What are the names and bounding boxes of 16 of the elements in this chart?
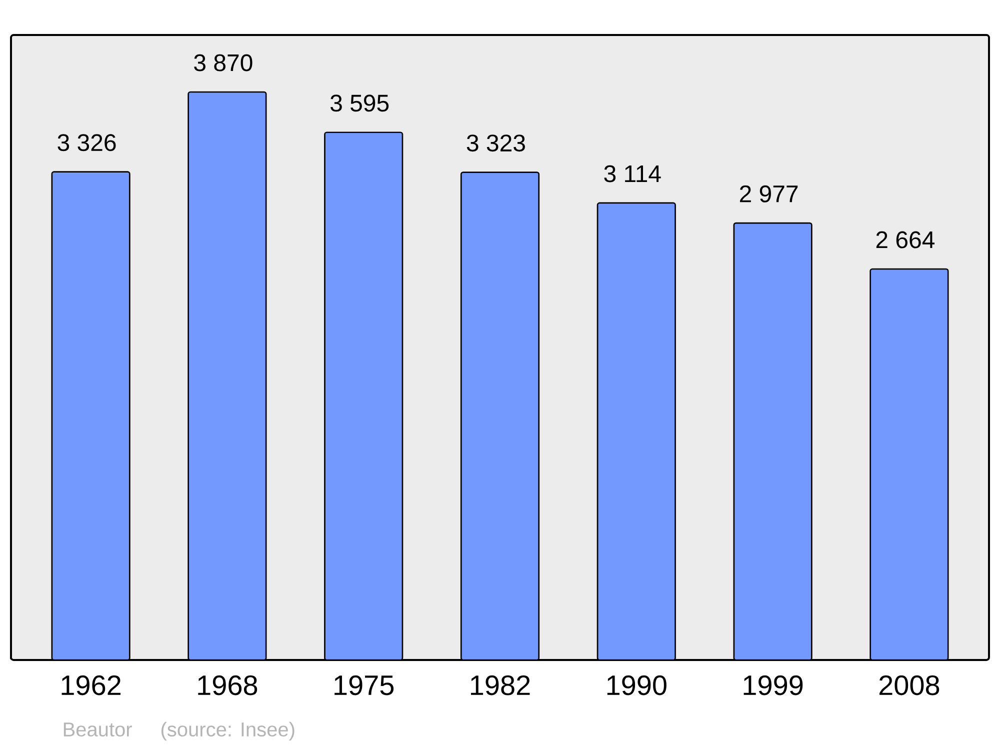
x-tick-label: 1975: [334, 675, 394, 696]
data-label: 3 595: [330, 94, 389, 112]
x-tick-label: 2008: [879, 675, 940, 696]
data-label: 3 114: [604, 165, 661, 182]
x-tick-label: 1990: [607, 675, 666, 696]
data-label: 2 977: [740, 185, 798, 202]
data-label: 3 326: [58, 134, 116, 152]
x-tick-label: 1982: [470, 675, 530, 696]
text: (source: Insee): [162, 722, 294, 740]
data-label: 3 870: [194, 54, 252, 72]
text: Beautor: [64, 722, 132, 737]
data-label: 3 323: [466, 134, 525, 152]
x-tick-label: 1999: [744, 675, 803, 696]
x-tick-label: 1962: [62, 675, 121, 696]
data-label: 2 664: [876, 231, 935, 248]
x-tick-label: 1968: [198, 675, 258, 696]
